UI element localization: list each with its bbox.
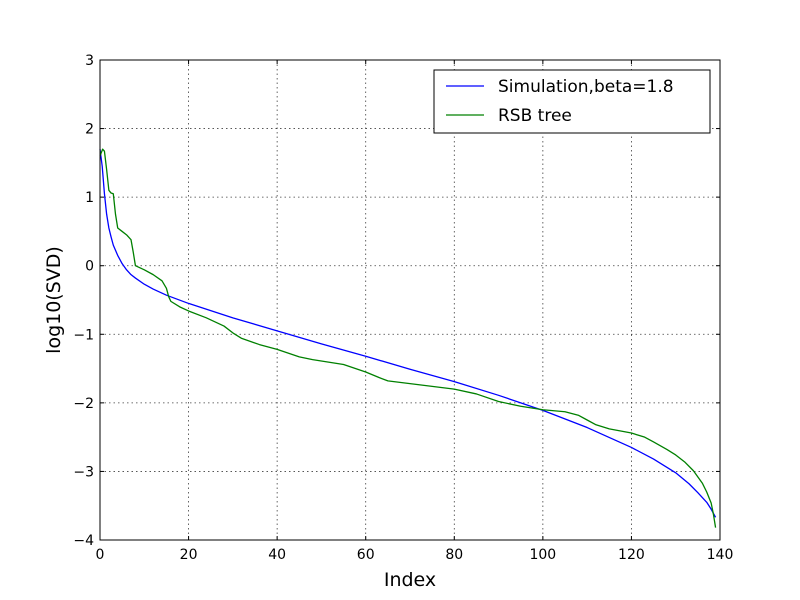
series-line-simulation [99,149,717,518]
plot-frame [99,59,721,541]
x-tick-label: 0 [96,547,105,563]
x-tick-label: 100 [529,547,556,563]
ticks: 0 20 40 60 80 100 120 140 3 2 1 0 −1 −2 −3 −4 [73,53,733,563]
y-tick-label: 3 [85,53,94,69]
x-tick-label: 40 [268,547,286,563]
series-layer [99,148,717,528]
y-axis-label: log10(SVD) [43,246,65,354]
grid [100,60,720,540]
legend-box [433,69,711,134]
y-tick-label: −2 [73,396,94,412]
x-tick-label: 80 [445,547,463,563]
x-tick-label: 20 [180,547,198,563]
y-tick-label: −1 [73,327,94,343]
legend-label-rsb-tree: RSB tree [498,106,572,126]
y-tick-label: −3 [73,464,94,480]
legend: Simulation,beta=1.8 RSB tree [433,69,711,134]
x-tick-label: 120 [618,547,645,563]
x-axis-label: Index [384,569,436,591]
x-tick-label: 140 [707,547,734,563]
legend-label-simulation: Simulation,beta=1.8 [498,77,674,97]
y-tick-label: 1 [85,190,94,206]
series-line-rsb-tree [99,148,717,528]
y-tick-label: 0 [85,259,94,275]
y-tick-label: −4 [73,533,94,549]
x-tick-label: 60 [357,547,375,563]
y-tick-label: 2 [85,122,94,138]
